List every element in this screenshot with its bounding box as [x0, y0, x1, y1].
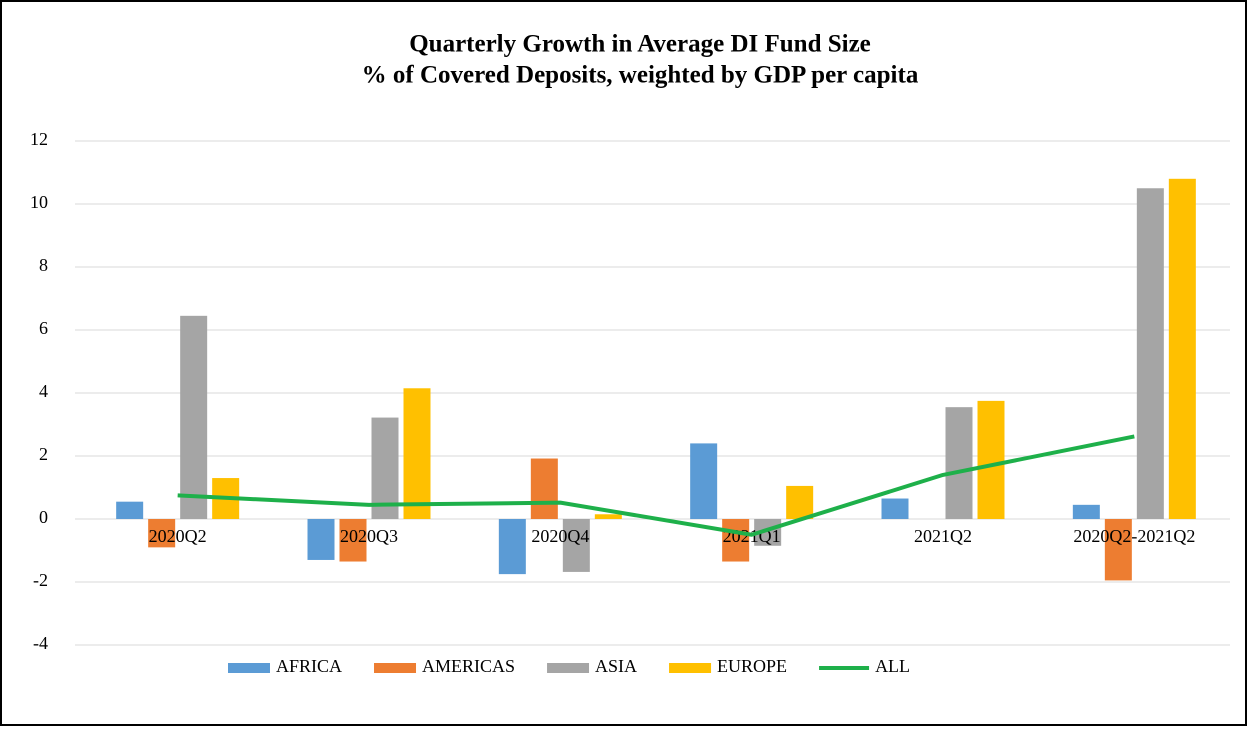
y-tick-label: 6 — [39, 318, 48, 338]
bar — [786, 485, 814, 519]
legend-swatch — [547, 663, 590, 673]
bar — [1104, 519, 1132, 581]
bar — [881, 498, 909, 519]
bar — [722, 519, 750, 562]
line-series — [177, 434, 1135, 537]
x-tick-label: 2020Q4 — [531, 526, 589, 546]
legend-label: AFRICA — [276, 656, 342, 676]
x-tick-label: 2020Q3 — [340, 526, 398, 546]
bar — [116, 501, 144, 519]
legend-label: EUROPE — [717, 656, 787, 676]
legend-label: ASIA — [595, 656, 637, 676]
bar — [1168, 178, 1196, 520]
x-tick-label: 2020Q2 — [149, 526, 207, 546]
y-tick-label: 4 — [39, 381, 48, 401]
bar — [594, 514, 622, 519]
chart-title: Quarterly Growth in Average DI Fund Size — [409, 31, 871, 58]
bar — [339, 519, 367, 562]
y-tick-label: 10 — [30, 192, 48, 212]
legend-swatch — [228, 663, 270, 673]
chart-subtitle: % of Covered Deposits, weighted by GDP p… — [362, 62, 919, 89]
bar — [403, 388, 431, 519]
bar — [690, 443, 718, 519]
y-tick-label: 2 — [39, 444, 48, 464]
bar — [307, 519, 335, 560]
y-tick-label: 8 — [39, 255, 48, 275]
legend-swatch — [669, 663, 712, 673]
bar — [977, 400, 1005, 519]
x-tick-label: 2020Q2-2021Q2 — [1073, 526, 1195, 546]
bar — [562, 519, 590, 572]
bar — [530, 458, 558, 519]
bar — [180, 315, 208, 519]
legend-swatch — [374, 663, 417, 673]
bar — [1136, 188, 1164, 519]
bar — [498, 519, 526, 575]
bar — [371, 417, 399, 519]
y-tick-label: -2 — [33, 570, 48, 590]
x-tick-label: 2021Q2 — [914, 526, 972, 546]
y-tick-label: -4 — [33, 633, 48, 653]
y-tick-label: 12 — [30, 129, 48, 149]
legend-label: ALL — [875, 656, 910, 676]
y-tick-label: 0 — [39, 507, 48, 527]
bar — [1072, 504, 1100, 519]
bar — [148, 519, 176, 548]
bar — [945, 407, 973, 519]
legend-label: AMERICAS — [422, 656, 515, 676]
